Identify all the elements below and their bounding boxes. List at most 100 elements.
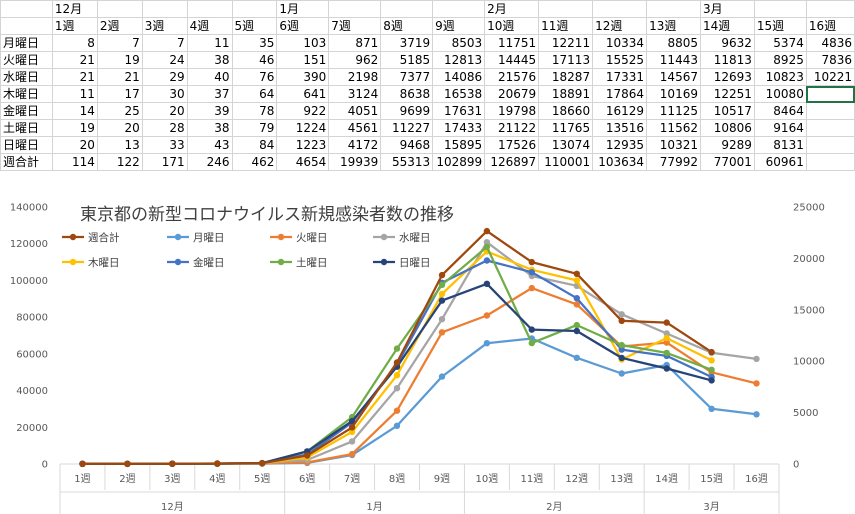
sheet-cell[interactable]: 922	[276, 102, 330, 120]
sheet-cell[interactable]: 13週	[646, 17, 701, 35]
sheet-cell[interactable]: 12251	[699, 85, 755, 103]
sheet-cell[interactable]	[231, 0, 278, 18]
sheet-cell[interactable]: 246	[186, 153, 233, 171]
sheet-cell[interactable]: 21122	[484, 119, 540, 137]
sheet-cell[interactable]: 35	[231, 34, 278, 52]
sheet-cell[interactable]: 60961	[753, 153, 807, 171]
sheet-cell[interactable]: 2月	[484, 0, 540, 18]
sheet-cell[interactable]: 19	[51, 119, 98, 137]
sheet-cell[interactable]: 110001	[538, 153, 594, 171]
sheet-cell[interactable]: 10334	[592, 34, 648, 52]
sheet-cell[interactable]: 9468	[380, 136, 434, 154]
sheet-cell[interactable]: 11週	[538, 17, 594, 35]
sheet-cell[interactable]: 8638	[380, 85, 434, 103]
sheet-cell[interactable]: 5374	[753, 34, 807, 52]
spreadsheet-grid[interactable]: 12月 1月 2月 3月 1週 2週 3週 4週 5週 6週 7週 8週 9週 10週 11週 12週 13週 1…	[0, 0, 855, 181]
row-label-cell[interactable]: 週合計	[0, 153, 53, 171]
sheet-cell[interactable]: 40	[186, 68, 233, 86]
sheet-cell[interactable]: 11751	[484, 34, 540, 52]
sheet-cell[interactable]: 19798	[484, 102, 540, 120]
sheet-cell[interactable]: 15895	[432, 136, 486, 154]
sheet-cell[interactable]: 5185	[380, 51, 434, 69]
sheet-cell[interactable]: 20	[51, 136, 98, 154]
sheet-cell[interactable]: 9289	[699, 136, 755, 154]
sheet-cell[interactable]: 11	[186, 34, 233, 52]
sheet-cell[interactable]: 11227	[380, 119, 434, 137]
sheet-cell[interactable]: 30	[141, 85, 188, 103]
sheet-cell[interactable]: 3月	[699, 0, 755, 18]
sheet-cell[interactable]: 18891	[538, 85, 594, 103]
sheet-cell[interactable]: 10週	[484, 17, 540, 35]
sheet-cell[interactable]: 16129	[592, 102, 648, 120]
sheet-cell[interactable]: 46	[231, 51, 278, 69]
row-label-cell[interactable]: 火曜日	[0, 51, 53, 69]
sheet-cell[interactable]: 4654	[276, 153, 330, 171]
sheet-cell[interactable]: 14	[51, 102, 98, 120]
sheet-cell[interactable]: 151	[276, 51, 330, 69]
sheet-cell[interactable]: 1月	[276, 0, 330, 18]
sheet-cell[interactable]: 11443	[646, 51, 701, 69]
sheet-cell[interactable]: 5週	[231, 17, 278, 35]
sheet-cell[interactable]: 9164	[753, 119, 807, 137]
sheet-cell[interactable]: 14567	[646, 68, 701, 86]
sheet-cell[interactable]: 38	[186, 119, 233, 137]
sheet-cell[interactable]: 10517	[699, 102, 755, 120]
sheet-cell[interactable]: 20	[141, 102, 188, 120]
sheet-cell[interactable]: 29	[141, 68, 188, 86]
sheet-cell[interactable]: 11125	[646, 102, 701, 120]
sheet-cell[interactable]: 12月	[51, 0, 98, 18]
sheet-cell[interactable]: 7週	[328, 17, 382, 35]
sheet-cell[interactable]: 17	[96, 85, 143, 103]
sheet-cell[interactable]: 8925	[753, 51, 807, 69]
sheet-cell[interactable]	[592, 0, 648, 18]
sheet-cell[interactable]: 12935	[592, 136, 648, 154]
sheet-cell[interactable]: 79	[231, 119, 278, 137]
sheet-cell[interactable]: 7	[141, 34, 188, 52]
sheet-cell[interactable]	[805, 136, 855, 154]
sheet-cell[interactable]: 17864	[592, 85, 648, 103]
row-label-cell[interactable]: 木曜日	[0, 85, 53, 103]
sheet-cell[interactable]: 11813	[699, 51, 755, 69]
sheet-cell[interactable]: 19939	[328, 153, 382, 171]
sheet-cell[interactable]: 9699	[380, 102, 434, 120]
sheet-cell[interactable]: 641	[276, 85, 330, 103]
sheet-cell[interactable]: 962	[328, 51, 382, 69]
selected-cell[interactable]	[805, 85, 855, 103]
sheet-cell[interactable]: 390	[276, 68, 330, 86]
sheet-cell[interactable]: 17331	[592, 68, 648, 86]
sheet-cell[interactable]: 17526	[484, 136, 540, 154]
sheet-cell[interactable]: 21576	[484, 68, 540, 86]
sheet-cell[interactable]: 17631	[432, 102, 486, 120]
sheet-cell[interactable]: 9週	[432, 17, 486, 35]
row-label-cell[interactable]: 月曜日	[0, 34, 53, 52]
sheet-cell[interactable]: 64	[231, 85, 278, 103]
sheet-cell[interactable]: 16週	[805, 17, 855, 35]
sheet-cell[interactable]: 4週	[186, 17, 233, 35]
row-label-cell[interactable]: 金曜日	[0, 102, 53, 120]
sheet-cell[interactable]: 20679	[484, 85, 540, 103]
sheet-cell[interactable]: 6週	[276, 17, 330, 35]
sheet-cell[interactable]: 2198	[328, 68, 382, 86]
sheet-cell[interactable]: 12813	[432, 51, 486, 69]
sheet-cell[interactable]: 17113	[538, 51, 594, 69]
sheet-cell[interactable]	[805, 102, 855, 120]
sheet-cell[interactable]	[328, 0, 382, 18]
sheet-cell[interactable]	[141, 0, 188, 18]
sheet-cell[interactable]: 15525	[592, 51, 648, 69]
sheet-cell[interactable]: 871	[328, 34, 382, 52]
row-label-cell[interactable]: 土曜日	[0, 119, 53, 137]
sheet-cell[interactable]: 33	[141, 136, 188, 154]
sheet-cell[interactable]	[646, 0, 701, 18]
sheet-cell[interactable]: 77001	[699, 153, 755, 171]
sheet-cell[interactable]	[805, 153, 855, 171]
sheet-cell[interactable]	[0, 17, 53, 35]
sheet-cell[interactable]: 13	[96, 136, 143, 154]
sheet-cell[interactable]: 9632	[699, 34, 755, 52]
sheet-cell[interactable]: 7377	[380, 68, 434, 86]
sheet-cell[interactable]: 3124	[328, 85, 382, 103]
sheet-cell[interactable]: 19	[96, 51, 143, 69]
sheet-cell[interactable]: 2週	[96, 17, 143, 35]
sheet-cell[interactable]: 43	[186, 136, 233, 154]
sheet-cell[interactable]: 13074	[538, 136, 594, 154]
sheet-cell[interactable]: 171	[141, 153, 188, 171]
